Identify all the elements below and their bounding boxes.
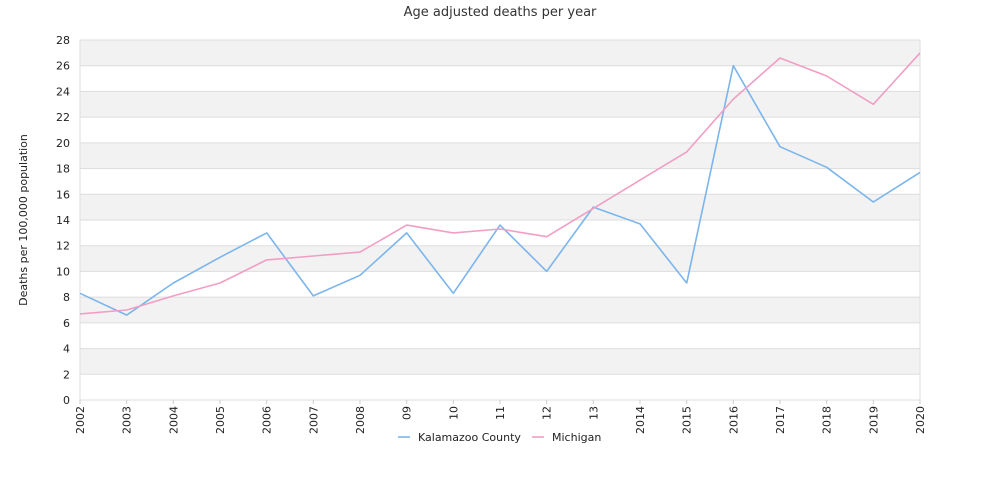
y-tick-label: 18 xyxy=(56,163,70,176)
x-tick-label: 13 xyxy=(587,406,600,420)
series-line xyxy=(79,64,921,316)
x-tick-label: 2020 xyxy=(914,406,927,434)
x-tick-label: 2019 xyxy=(867,406,880,434)
grid-band xyxy=(80,40,920,66)
legend-label: Kalamazoo County xyxy=(418,431,521,444)
y-tick-label: 2 xyxy=(63,368,70,381)
grid-band xyxy=(80,297,920,323)
grid-band xyxy=(80,220,920,246)
x-tick-label: 09 xyxy=(401,406,414,420)
grid-band xyxy=(80,374,920,400)
y-tick-label: 0 xyxy=(63,394,70,407)
x-tick-label: 2016 xyxy=(727,406,740,434)
x-tick-label: 2018 xyxy=(821,406,834,434)
grid-band xyxy=(80,65,920,92)
legend: Kalamazoo County Michigan xyxy=(398,431,601,444)
x-tick-label: 2008 xyxy=(354,406,367,434)
x-tick-label: 2002 xyxy=(74,406,87,434)
x-tick-label: 2007 xyxy=(307,406,320,434)
y-tick-label: 28 xyxy=(56,34,70,47)
grid-bands xyxy=(80,40,920,400)
y-tick-label: 4 xyxy=(63,343,70,356)
x-tick-label: 12 xyxy=(541,406,554,420)
y-tick-label: 10 xyxy=(56,265,70,278)
x-tick-label: 11 xyxy=(494,406,507,420)
y-tick-label: 16 xyxy=(56,188,70,201)
x-axis-ticks: 2002 2003 2004 2005 2006 2007 2008 09 10 11 12 13 20… xyxy=(74,400,927,434)
y-tick-label: 24 xyxy=(56,85,70,98)
x-tick-label: 2015 xyxy=(681,406,694,434)
y-tick-label: 14 xyxy=(56,214,70,227)
y-tick-label: 6 xyxy=(63,317,70,330)
legend-label: Michigan xyxy=(552,431,601,444)
grid-band xyxy=(80,194,920,220)
x-tick-label: 10 xyxy=(447,406,460,420)
y-tick-label: 20 xyxy=(56,137,70,150)
y-axis-label: Deaths per 100,000 population xyxy=(17,134,30,306)
x-tick-label: 2017 xyxy=(774,406,787,434)
y-tick-label: 22 xyxy=(56,111,70,124)
y-tick-label: 12 xyxy=(56,240,70,253)
grid-band xyxy=(80,142,920,169)
grid-band xyxy=(80,245,920,272)
x-tick-label: 2003 xyxy=(121,406,134,434)
x-tick-label: 2005 xyxy=(214,406,227,434)
y-tick-label: 8 xyxy=(63,291,70,304)
y-tick-label: 26 xyxy=(56,60,70,73)
x-tick-label: 2014 xyxy=(634,406,647,434)
chart-title: Age adjusted deaths per year xyxy=(404,5,597,20)
grid-band xyxy=(80,348,920,375)
series-lines xyxy=(79,52,921,316)
grid-lines xyxy=(79,39,921,401)
grid-band xyxy=(80,117,920,143)
grid-band xyxy=(80,271,920,298)
grid-band xyxy=(80,322,920,349)
x-tick-label: 2006 xyxy=(261,406,274,434)
grid-band xyxy=(80,91,920,118)
series-line xyxy=(79,52,921,315)
x-tick-label: 2004 xyxy=(167,406,180,434)
grid-band xyxy=(80,168,920,195)
